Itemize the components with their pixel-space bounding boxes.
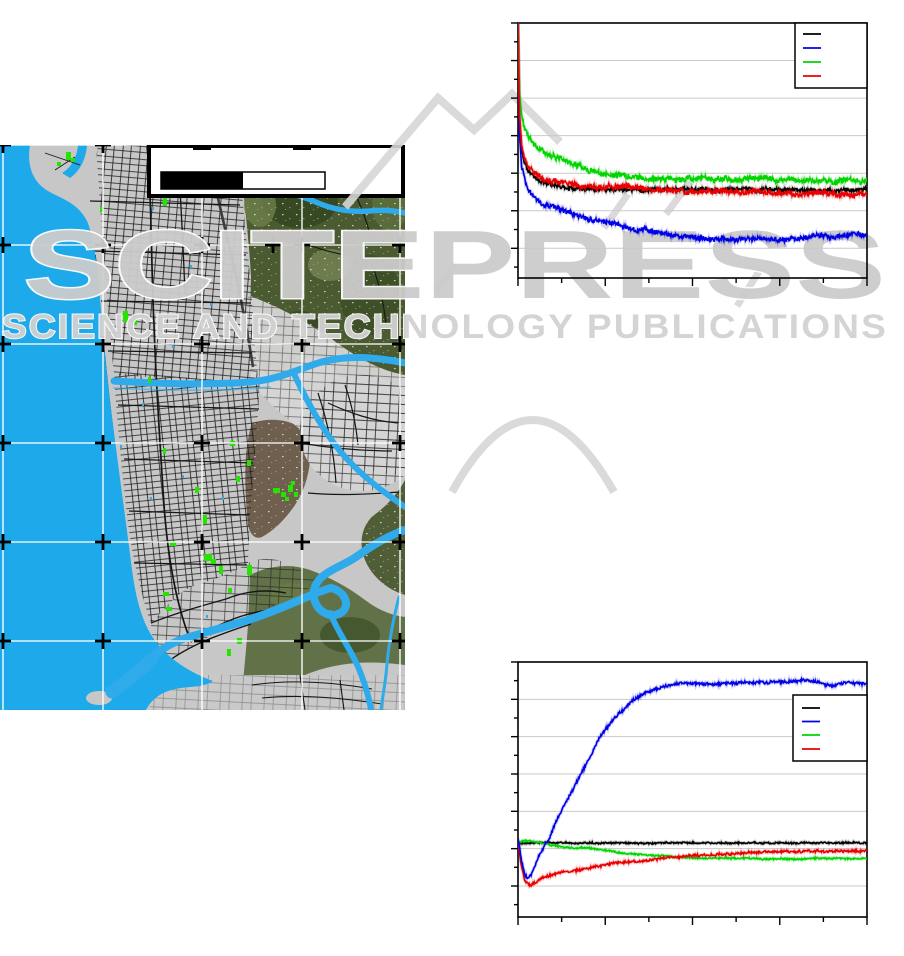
map-island: [86, 691, 112, 705]
watermark-logo: [341, 88, 763, 494]
graticule-crosshair-icon: [392, 435, 405, 451]
map-marker: [281, 492, 286, 497]
graticule-crosshair-icon: [194, 336, 210, 352]
series-red-line: [518, 23, 867, 200]
map-marker: [211, 559, 216, 564]
chart-legend: [792, 694, 868, 762]
chart-series-lines: [518, 673, 867, 890]
chart-legend: [794, 22, 868, 89]
watermark-slash-icon: [734, 268, 763, 308]
graticule-crosshair-icon: [95, 435, 111, 451]
graticule-crosshair-icon: [194, 237, 210, 253]
graticule-crosshair-icon: [294, 435, 310, 451]
map-marker: [133, 317, 137, 325]
map-marker: [247, 460, 251, 466]
city-map-figure: [0, 145, 405, 710]
graticule-crosshair-icon: [265, 237, 281, 253]
graticule-crosshair-icon: [95, 237, 111, 253]
map-marker: [170, 542, 176, 546]
map-marker: [236, 476, 240, 482]
watermark-slash-icon: [433, 260, 459, 294]
graticule-crosshair-icon: [95, 633, 111, 649]
map-marker: [204, 554, 212, 561]
map-graticule: [0, 145, 405, 710]
chart-axis-ticks: [511, 22, 868, 286]
graticule-crosshair-icon: [194, 633, 210, 649]
graticule-crosshair-icon: [194, 534, 210, 550]
map-marker: [195, 487, 199, 493]
map-marker: [163, 448, 166, 454]
map-marker: [202, 515, 207, 524]
map-marker: [294, 492, 298, 497]
legend-box: [792, 694, 868, 762]
graticule-crosshair-icon: [294, 633, 310, 649]
map-marker: [288, 485, 293, 492]
watermark-logo-swoosh: [448, 416, 618, 494]
map-marker: [100, 207, 103, 212]
map-marker: [285, 497, 289, 501]
map-marker: [123, 311, 128, 322]
graticule-crosshair-icon: [0, 145, 11, 153]
map-marker: [163, 592, 169, 596]
map-marker: [228, 588, 232, 593]
scale-bar-filled-segment: [161, 172, 243, 189]
map-marker: [148, 377, 151, 383]
graticule-crosshair-icon: [95, 145, 111, 153]
map-marker: [247, 565, 252, 575]
map-marker: [291, 481, 295, 485]
graticule-crosshair-icon: [95, 336, 111, 352]
map-marker: [219, 566, 223, 574]
map-coastal-water: [0, 145, 213, 710]
map-marker: [71, 158, 75, 162]
graticule-crosshair-icon: [392, 534, 405, 550]
map-marker: [166, 607, 172, 611]
series-green-line: [518, 23, 867, 186]
map-marker: [163, 198, 167, 206]
graticule-crosshair-icon: [294, 336, 310, 352]
series-blue-line: [518, 23, 867, 246]
series-blue-line: [518, 676, 867, 880]
convergence-line-chart: [511, 22, 868, 286]
graticule-crosshair-icon: [0, 534, 11, 550]
graticule-crosshair-icon: [0, 336, 11, 352]
map-marker: [66, 152, 71, 160]
graticule-crosshair-icon: [95, 534, 111, 550]
chart-frame: [517, 661, 868, 918]
graticule-crosshair-icon: [392, 633, 405, 649]
chart-axis-ticks: [511, 661, 868, 925]
chart-frame: [517, 22, 868, 279]
watermark-slash-icon: [663, 179, 693, 217]
graticule-crosshair-icon: [294, 534, 310, 550]
watermark-title-text: SCITEPRESS: [24, 210, 886, 319]
watermark-subtitle-text: SCIENCE AND TECHNOLOGY PUBLICATIONS: [2, 308, 888, 346]
map-marker: [57, 162, 61, 166]
map-marker: [227, 649, 231, 656]
chart-series-lines: [518, 23, 867, 249]
series-green-line: [518, 838, 867, 862]
map-marker: [273, 488, 280, 493]
series-black-line: [518, 839, 867, 846]
graticule-crosshair-icon: [194, 435, 210, 451]
legend-box: [794, 22, 868, 89]
graticule-crosshair-icon: [0, 633, 11, 649]
graticule-crosshair-icon: [392, 237, 405, 253]
graticule-crosshair-icon: [392, 336, 405, 352]
watermark-logo-chevron: [341, 88, 563, 210]
graticule-crosshair-icon: [294, 237, 310, 253]
graticule-crosshair-icon: [0, 435, 11, 451]
difference-line-chart: [511, 661, 868, 925]
series-red-line: [518, 844, 867, 888]
graticule-crosshair-icon: [0, 237, 11, 253]
